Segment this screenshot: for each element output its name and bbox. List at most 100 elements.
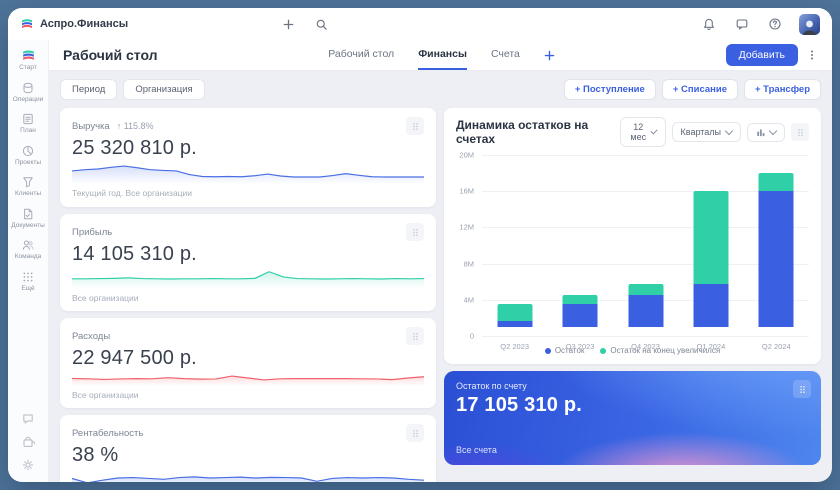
drag-handle-icon[interactable] xyxy=(406,424,424,442)
app-logo[interactable]: Аспро.Финансы xyxy=(20,17,128,31)
x-tick-label: Q2 2023 xyxy=(500,342,530,351)
support-chat-icon xyxy=(23,414,33,424)
organization-filter-button[interactable]: Организация xyxy=(123,79,205,100)
sidebar-label: Старт xyxy=(19,64,37,71)
sidebar: Старт Операции План Проекты Клиенты Доку… xyxy=(8,40,49,482)
filter-row: Период Организация + Поступление + Списа… xyxy=(60,79,821,100)
user-avatar[interactable] xyxy=(799,13,820,35)
kpi-footer: Все организации xyxy=(72,390,139,400)
avatar-person xyxy=(802,20,817,35)
chart-title: Динамика остатков на счетах xyxy=(456,118,589,146)
add-expense-button[interactable]: + Списание xyxy=(661,79,738,100)
period-filter-button[interactable]: Период xyxy=(60,79,118,100)
period-select-value: 12 мес xyxy=(630,122,647,142)
drag-handle-icon[interactable] xyxy=(793,380,811,398)
kpi-footer: Текущий год. Все организации xyxy=(72,188,193,199)
balance-title: Остаток по счету xyxy=(456,381,527,391)
sidebar-item-start[interactable]: Старт xyxy=(8,43,48,76)
gridline xyxy=(482,336,809,337)
bar-q4-2023[interactable] xyxy=(628,283,663,327)
search-button[interactable] xyxy=(313,16,330,33)
start-icon xyxy=(22,50,34,60)
sidebar-item-plan[interactable]: План xyxy=(8,107,48,139)
bar-segment xyxy=(562,295,598,305)
drag-handle-icon[interactable] xyxy=(406,117,424,135)
tab-finance[interactable]: Финансы xyxy=(418,40,467,70)
period-select[interactable]: 12 мес xyxy=(620,117,666,147)
right-column: Динамика остатков на счетах 12 мес Кварт… xyxy=(444,108,821,482)
kpi-card-margin: Рентабельность 38 % xyxy=(60,415,436,482)
kebab-icon xyxy=(811,50,813,60)
chart-controls: 12 мес Кварталы xyxy=(620,117,809,147)
main-area: Рабочий стол Рабочий стол Финансы Счета … xyxy=(49,40,832,482)
tab-bar: Рабочий стол Финансы Счета xyxy=(158,40,726,70)
dashboard-grid: Выручка ↑ 115.8% 25 320 810 р. Текущий г… xyxy=(60,108,821,482)
sidebar-item-projects[interactable]: Проекты xyxy=(8,139,48,171)
grid-dots-icon xyxy=(23,272,33,281)
x-tick-label: Q3 2023 xyxy=(565,342,595,351)
app-body: Старт Операции План Проекты Клиенты Доку… xyxy=(8,40,832,482)
notifications-button[interactable] xyxy=(700,15,718,33)
header-actions: Добавить xyxy=(725,44,820,66)
add-button[interactable]: Добавить xyxy=(725,44,798,66)
legend-item[interactable]: Остаток xyxy=(544,346,584,355)
kpi-value: 22 947 500 р. xyxy=(72,347,197,369)
granularity-select-value: Кварталы xyxy=(680,127,721,137)
help-button[interactable] xyxy=(766,15,784,33)
profit-sparkline xyxy=(72,266,424,289)
bar-segment xyxy=(628,283,663,296)
sidebar-item-clients[interactable]: Клиенты xyxy=(8,170,48,202)
chevron-down-icon xyxy=(724,126,734,136)
document-icon xyxy=(24,208,33,219)
y-tick-label: 16M xyxy=(459,186,474,196)
sidebar-item-more[interactable]: Ещё xyxy=(8,265,48,297)
bell-icon xyxy=(704,18,714,31)
bar-chart: 0 4M 8M 12M 16M 20M Q2 2023 Q3 2023 Q4 2023 Q1 2… xyxy=(456,151,809,351)
more-options-button[interactable] xyxy=(804,47,820,63)
sidebar-integrations-button[interactable] xyxy=(8,430,48,453)
tab-accounts[interactable]: Счета xyxy=(490,48,520,60)
kpi-value: 25 320 810 р. xyxy=(72,137,197,159)
add-tab-button[interactable] xyxy=(544,50,555,61)
kpi-footer: Все организации xyxy=(72,292,139,303)
bar-chart-icon xyxy=(757,128,765,136)
question-icon xyxy=(769,18,781,30)
bar-q1-2024[interactable] xyxy=(693,191,729,327)
sidebar-item-operations[interactable]: Операции xyxy=(8,76,48,108)
sidebar-settings-button[interactable] xyxy=(8,453,48,476)
kpi-title: Выручка xyxy=(72,120,110,132)
bar-segment xyxy=(497,320,533,327)
gear-icon xyxy=(22,459,34,471)
chevron-down-icon xyxy=(768,126,778,136)
messages-button[interactable] xyxy=(733,15,751,33)
checklist-icon xyxy=(23,113,33,125)
sidebar-item-team[interactable]: Команда xyxy=(8,233,48,265)
y-tick-label: 0 xyxy=(469,331,474,341)
plus-icon xyxy=(544,50,555,60)
y-tick-label: 20M xyxy=(459,150,474,160)
add-transfer-button[interactable]: + Трансфер xyxy=(743,79,821,100)
drag-handle-icon[interactable] xyxy=(791,123,809,141)
sidebar-item-documents[interactable]: Документы xyxy=(8,202,48,234)
balance-footer: Все счета xyxy=(456,445,497,455)
puzzle-icon xyxy=(23,436,35,447)
sidebar-support-button[interactable] xyxy=(8,407,48,430)
kpi-value: 14 105 310 р. xyxy=(72,243,197,265)
gridline xyxy=(482,191,809,193)
bar-q2-2023[interactable] xyxy=(497,304,533,327)
create-button[interactable] xyxy=(280,16,297,33)
sidebar-label: Клиенты xyxy=(14,190,42,197)
granularity-select[interactable]: Кварталы xyxy=(671,122,741,142)
plus-icon xyxy=(283,19,294,29)
legend-item[interactable]: Остаток на конец увеличился xyxy=(600,346,720,355)
tab-dashboard[interactable]: Рабочий стол xyxy=(328,48,395,60)
chart-type-select[interactable] xyxy=(747,122,785,142)
bar-q2-2024[interactable] xyxy=(758,173,794,327)
drag-handle-icon[interactable] xyxy=(406,223,424,241)
add-income-button[interactable]: + Поступление xyxy=(563,79,656,100)
legend-dot-icon xyxy=(544,347,551,354)
bar-q3-2023[interactable] xyxy=(562,295,598,327)
topbar-right xyxy=(700,13,820,35)
drag-handle-icon[interactable] xyxy=(406,327,424,345)
